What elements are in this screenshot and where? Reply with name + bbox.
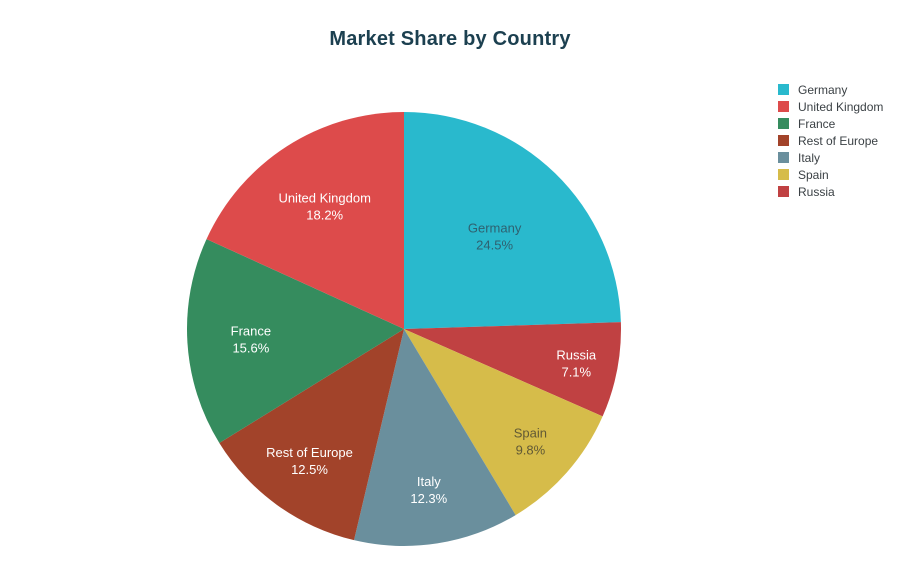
legend-label: Italy: [798, 150, 821, 165]
pie-slice-rest-of-europe[interactable]: [219, 329, 404, 541]
legend-item-united-kingdom[interactable]: United Kingdom: [778, 98, 883, 115]
legend-swatch: [778, 101, 789, 112]
legend-item-russia[interactable]: Russia: [778, 183, 883, 200]
legend-swatch: [778, 118, 789, 129]
legend-item-rest-of-europe[interactable]: Rest of Europe: [778, 132, 883, 149]
legend-item-italy[interactable]: Italy: [778, 149, 883, 166]
legend-swatch: [778, 84, 789, 95]
legend-label: Russia: [798, 184, 835, 199]
pie-slice-russia[interactable]: [404, 322, 621, 417]
legend-swatch: [778, 169, 789, 180]
legend-label: Germany: [798, 82, 848, 97]
legend-label: Spain: [798, 167, 829, 182]
pie-slice-spain[interactable]: [404, 329, 603, 516]
legend-swatch: [778, 135, 789, 146]
pie-slice-france[interactable]: [187, 239, 404, 443]
legend-label: United Kingdom: [798, 99, 884, 114]
pie-slice-united-kingdom[interactable]: [206, 112, 404, 329]
legend-swatch: [778, 186, 789, 197]
legend-label: France: [798, 116, 836, 131]
legend: Germany United Kingdom France Rest of Europ…: [778, 81, 883, 200]
pie-slice-germany[interactable]: [404, 112, 621, 329]
chart-title: Market Share by Country: [329, 28, 571, 50]
legend-item-spain[interactable]: Spain: [778, 166, 883, 183]
pie-slice-italy[interactable]: [354, 329, 516, 546]
legend-item-germany[interactable]: Germany: [778, 81, 883, 98]
legend-swatch: [778, 152, 789, 163]
legend-label: Rest of Europe: [798, 133, 879, 148]
legend-item-france[interactable]: France: [778, 115, 883, 132]
